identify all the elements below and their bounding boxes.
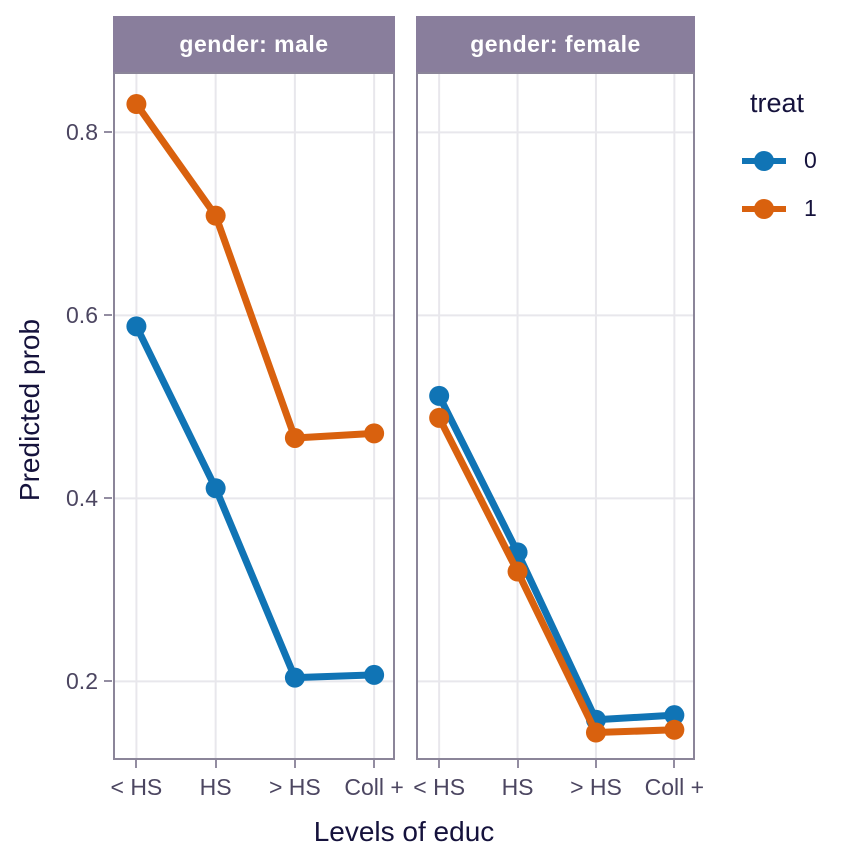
data-point-treat-0	[364, 664, 385, 685]
data-point-treat-1	[364, 423, 385, 444]
facet-strip: gender: male	[113, 16, 395, 72]
data-point-treat-0	[284, 667, 305, 688]
x-tick-mark	[516, 760, 519, 768]
x-axis-title: Levels of educ	[313, 816, 495, 847]
y-tick-mark	[104, 497, 112, 500]
series-line-treat-1	[436, 416, 675, 737]
legend-item-label: 0	[804, 147, 817, 173]
facet-strip-title: gender: male	[179, 30, 329, 57]
series-line-treat-0	[133, 324, 375, 682]
x-tick-mark	[594, 760, 597, 768]
series-line-treat-0	[436, 394, 675, 724]
x-tick-mark	[373, 760, 376, 768]
x-tick-label: Coll +	[644, 774, 705, 800]
legend-item-label: 1	[804, 195, 817, 221]
x-tick-mark	[135, 760, 138, 768]
panel-border	[416, 72, 695, 760]
x-tick-mark	[293, 760, 296, 768]
legend-item-treat-1: 1	[742, 195, 862, 222]
series-line-treat-1	[133, 101, 375, 442]
data-point-treat-1	[284, 427, 305, 448]
data-point-treat-1	[205, 205, 226, 226]
x-tick-label: > HS	[570, 774, 622, 800]
y-tick-mark	[104, 314, 112, 317]
legend-title: treat	[750, 88, 805, 118]
data-point-treat-1	[507, 561, 528, 582]
y-tick-label: 0.8	[66, 119, 98, 146]
x-tick-label: HS	[199, 774, 232, 800]
panel-border	[113, 72, 395, 760]
data-point-treat-0	[205, 478, 226, 499]
y-tick-mark	[104, 680, 112, 683]
y-tick-label: 0.6	[66, 302, 98, 329]
legend-key-icon	[742, 150, 786, 171]
x-tick-mark	[214, 760, 217, 768]
data-point-treat-1	[429, 407, 450, 428]
x-tick-mark	[673, 760, 676, 768]
x-tick-mark	[438, 760, 441, 768]
panel-1	[113, 72, 395, 760]
facet-strip-title: gender: female	[470, 30, 641, 57]
legend-item-treat-0: 0	[742, 147, 862, 174]
y-tick-label: 0.2	[66, 668, 98, 695]
data-point-treat-0	[126, 316, 147, 337]
x-tick-label: > HS	[268, 774, 321, 800]
legend-key-icon	[742, 198, 786, 219]
data-point-treat-0	[429, 385, 450, 406]
data-point-treat-1	[664, 719, 685, 740]
data-point-treat-0	[664, 705, 685, 726]
x-tick-label: < HS	[110, 774, 163, 800]
facet-strip: gender: female	[416, 16, 695, 72]
y-tick-mark	[104, 131, 112, 134]
data-point-treat-1	[585, 722, 606, 743]
data-point-treat-1	[126, 94, 147, 115]
panel-2	[416, 72, 695, 760]
x-tick-label: < HS	[413, 774, 466, 800]
x-tick-label: HS	[501, 774, 534, 800]
x-tick-label: Coll +	[344, 774, 404, 800]
y-tick-label: 0.4	[66, 485, 98, 512]
